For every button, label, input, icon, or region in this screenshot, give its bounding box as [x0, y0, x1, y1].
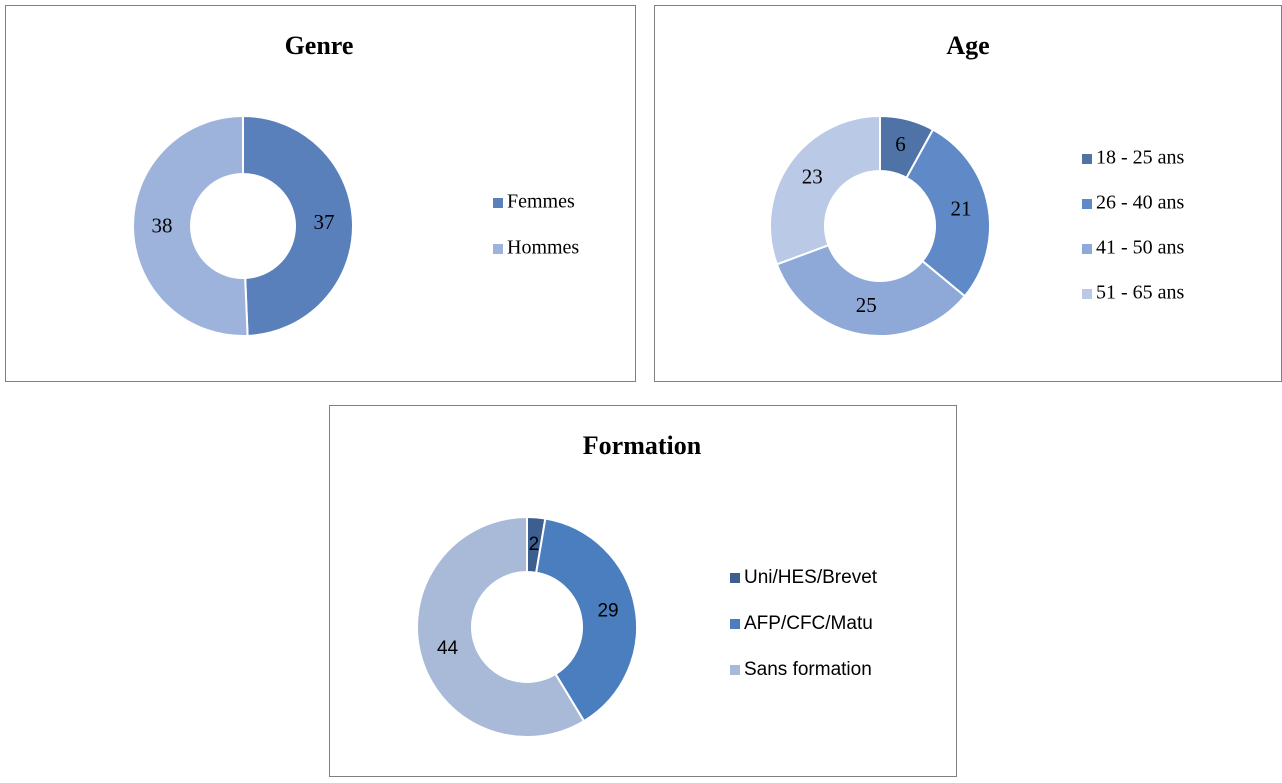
donut-slice — [905, 128, 991, 298]
donut-slice — [132, 114, 249, 337]
donut-slice — [769, 114, 881, 266]
legend-label: AFP/CFC/Matu — [744, 613, 873, 634]
legend-label: 26 - 40 ans — [1096, 192, 1185, 214]
legend-swatch — [730, 619, 740, 629]
legend-label: 51 - 65 ans — [1096, 282, 1185, 304]
legend-swatch — [1082, 199, 1092, 209]
legend-swatch — [493, 198, 503, 208]
data-label: 29 — [597, 601, 618, 622]
chart-title: Formation — [583, 431, 702, 460]
legend-label: Sans formation — [744, 659, 872, 680]
legend-swatch — [493, 244, 503, 254]
donut-slice — [535, 517, 638, 723]
legend-swatch — [730, 665, 740, 675]
data-label: 37 — [313, 210, 334, 234]
legend-label: 41 - 50 ans — [1096, 237, 1185, 259]
data-label: 38 — [152, 214, 173, 238]
data-label: 2 — [529, 534, 540, 555]
data-label: 6 — [895, 132, 906, 156]
data-label: 21 — [951, 196, 972, 220]
data-label: 44 — [437, 638, 459, 659]
donut-slice — [775, 243, 967, 337]
donut-slice — [416, 515, 586, 738]
legend-label: Uni/HES/Brevet — [744, 567, 878, 588]
data-label: 23 — [802, 165, 823, 189]
legend-label: 18 - 25 ans — [1096, 147, 1185, 169]
chart-title: Age — [946, 31, 989, 60]
data-label: 25 — [856, 293, 877, 317]
chart-title: Genre — [285, 31, 354, 60]
legend-swatch — [1082, 154, 1092, 164]
legend-swatch — [730, 573, 740, 583]
legend-swatch — [1082, 289, 1092, 299]
legend-label: Femmes — [507, 191, 575, 213]
donut-slice — [242, 114, 354, 337]
legend-swatch — [1082, 244, 1092, 254]
legend-label: Hommes — [507, 237, 579, 259]
